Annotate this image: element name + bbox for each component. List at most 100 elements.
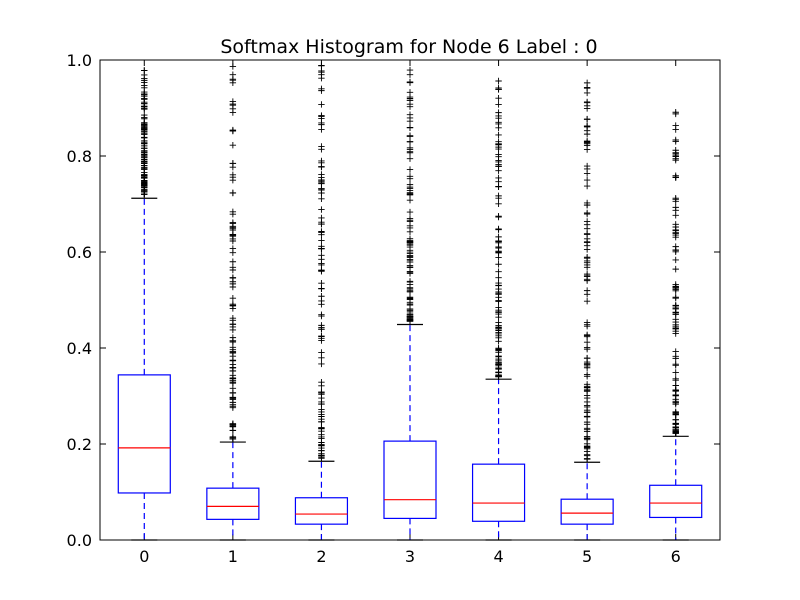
outlier-marker: [583, 339, 591, 346]
outlier-marker: [406, 71, 414, 78]
outlier-marker: [672, 294, 679, 301]
outlier-marker: [495, 200, 502, 207]
outlier-marker: [583, 176, 591, 184]
outlier-marker: [318, 439, 325, 446]
outlier-marker: [495, 261, 502, 268]
outlier-marker: [583, 246, 591, 253]
outlier-marker: [406, 132, 414, 139]
outlier-marker: [495, 233, 502, 241]
outlier-marker: [672, 286, 679, 293]
outlier-marker: [495, 268, 502, 275]
outlier-marker: [318, 87, 325, 94]
outlier-marker: [406, 262, 414, 269]
outlier-marker: [318, 195, 325, 203]
outlier-marker: [141, 67, 148, 74]
outlier-marker: [318, 433, 325, 441]
outlier-marker: [495, 183, 502, 190]
outlier-marker: [583, 355, 591, 362]
outlier-marker: [141, 140, 148, 147]
outlier-marker: [318, 354, 325, 361]
y-tick-label: 0.8: [67, 147, 92, 166]
outlier-marker: [229, 294, 237, 302]
outlier-marker: [229, 434, 237, 441]
outlier-marker: [318, 62, 325, 69]
outlier-marker: [406, 218, 414, 225]
outlier-marker: [229, 76, 237, 83]
outlier-marker: [495, 131, 502, 139]
outlier-marker: [229, 164, 237, 171]
y-tick-label: 1.0: [67, 51, 92, 70]
outlier-marker: [583, 383, 591, 390]
outlier-marker: [583, 287, 591, 294]
outlier-marker: [318, 229, 325, 236]
outlier-marker: [583, 264, 591, 271]
outlier-marker: [229, 377, 237, 385]
outlier-marker: [406, 146, 414, 153]
outlier-marker: [318, 301, 325, 308]
outlier-marker: [141, 156, 148, 163]
outlier-marker: [318, 333, 325, 340]
outlier-marker: [229, 314, 237, 322]
outlier-marker: [318, 268, 325, 275]
box-iqr: [117, 374, 171, 494]
outlier-marker: [318, 206, 325, 213]
outlier-marker: [672, 375, 679, 382]
box-iqr: [294, 497, 349, 525]
outlier-marker: [583, 444, 591, 451]
outlier-marker: [318, 311, 325, 318]
outlier-marker: [672, 362, 679, 369]
y-tick-label: 0.0: [67, 531, 92, 550]
outlier-marker: [229, 232, 237, 239]
outlier-marker: [583, 319, 591, 326]
outlier-marker: [406, 124, 414, 131]
outlier-marker: [583, 182, 591, 190]
outlier-marker: [583, 425, 591, 432]
outlier-marker: [583, 254, 591, 262]
outlier-marker: [141, 178, 148, 185]
outlier-marker: [229, 127, 237, 135]
outlier-marker: [672, 399, 679, 406]
outlier-marker: [672, 369, 679, 376]
outlier-marker: [672, 353, 679, 360]
box-iqr: [206, 487, 260, 520]
outlier-marker: [583, 360, 591, 367]
x-tick-label: 2: [316, 547, 326, 566]
outlier-marker: [583, 270, 591, 278]
outlier-marker: [406, 181, 414, 188]
outlier-marker: [672, 155, 679, 162]
outlier-marker: [318, 174, 325, 181]
outlier-marker: [495, 153, 502, 160]
outlier-marker: [583, 201, 591, 209]
outlier-marker: [229, 264, 237, 271]
outlier-marker: [406, 166, 414, 173]
outlier-marker: [672, 330, 679, 337]
outlier-marker: [141, 188, 148, 196]
outlier-marker: [318, 416, 325, 423]
outlier-marker: [318, 157, 325, 165]
outlier-marker: [495, 372, 502, 380]
outlier-marker: [495, 94, 502, 102]
outlier-marker: [229, 63, 237, 70]
outlier-marker: [229, 401, 237, 408]
outlier-marker: [672, 136, 679, 144]
box-iqr: [383, 440, 437, 519]
outlier-marker: [229, 337, 237, 345]
outlier-marker: [229, 389, 237, 397]
outlier-marker: [495, 298, 502, 305]
outlier-marker: [406, 78, 414, 86]
outlier-marker: [495, 346, 502, 354]
outlier-marker: [229, 189, 237, 197]
outlier-marker: [229, 280, 237, 288]
outlier-marker: [318, 126, 325, 133]
outlier-marker: [406, 103, 414, 110]
outlier-marker: [495, 353, 502, 361]
outlier-marker: [141, 162, 148, 169]
x-tick-label: 5: [582, 547, 592, 566]
outlier-marker: [229, 349, 237, 357]
outlier-marker: [229, 141, 237, 149]
outlier-marker: [318, 444, 325, 452]
outlier-marker: [229, 274, 237, 282]
outlier-marker: [229, 245, 237, 252]
outlier-marker: [141, 93, 148, 100]
outlier-marker: [672, 416, 679, 423]
